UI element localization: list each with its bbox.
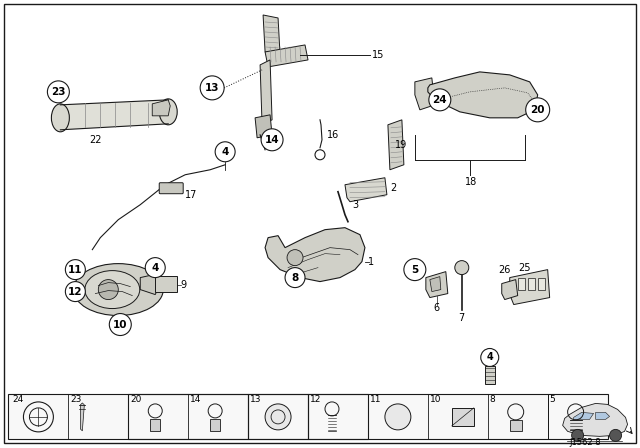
Circle shape [287, 250, 303, 266]
Circle shape [109, 314, 131, 336]
Text: 19: 19 [395, 140, 407, 150]
Polygon shape [428, 72, 538, 118]
Text: 11: 11 [68, 265, 83, 275]
Polygon shape [563, 403, 628, 436]
Bar [528, 278, 534, 289]
Circle shape [200, 76, 224, 100]
Bar [308, 394, 368, 439]
Text: 9: 9 [180, 280, 186, 289]
Bar [128, 394, 248, 439]
Bar [452, 408, 474, 426]
FancyBboxPatch shape [159, 183, 183, 194]
Text: 23: 23 [70, 395, 82, 404]
Text: 14: 14 [265, 135, 280, 145]
Text: 6: 6 [434, 302, 440, 313]
Polygon shape [152, 100, 170, 116]
Polygon shape [265, 228, 365, 282]
Text: 12: 12 [68, 287, 83, 297]
Polygon shape [509, 420, 522, 431]
Circle shape [525, 98, 550, 122]
Circle shape [99, 280, 118, 300]
Circle shape [404, 258, 426, 280]
Ellipse shape [74, 263, 163, 315]
Polygon shape [415, 78, 435, 110]
Text: 25: 25 [518, 263, 531, 273]
Circle shape [261, 129, 283, 151]
Polygon shape [388, 120, 404, 170]
Text: 11: 11 [370, 395, 381, 404]
Text: 16: 16 [327, 130, 339, 140]
Circle shape [572, 429, 584, 441]
Circle shape [285, 267, 305, 288]
Text: 7: 7 [459, 313, 465, 323]
Bar [391, 412, 405, 422]
Bar [518, 278, 525, 289]
Polygon shape [502, 280, 518, 300]
Text: 10: 10 [430, 395, 442, 404]
Text: 5: 5 [550, 395, 556, 404]
Circle shape [65, 260, 85, 280]
Text: 23: 23 [51, 87, 66, 97]
Text: 26: 26 [499, 265, 511, 275]
Circle shape [385, 404, 411, 430]
Circle shape [215, 142, 235, 162]
Polygon shape [263, 15, 280, 55]
Circle shape [315, 150, 325, 160]
Ellipse shape [85, 271, 140, 309]
Text: 24: 24 [12, 395, 24, 404]
Polygon shape [210, 419, 220, 431]
Text: 24: 24 [433, 95, 447, 105]
Ellipse shape [159, 99, 177, 125]
Polygon shape [260, 60, 272, 125]
Polygon shape [596, 413, 609, 419]
Polygon shape [345, 178, 387, 202]
Text: 18: 18 [465, 177, 477, 187]
Bar [538, 278, 545, 289]
Polygon shape [140, 274, 160, 295]
Text: 3: 3 [352, 200, 358, 210]
Circle shape [47, 81, 69, 103]
Bar [8, 394, 607, 439]
Text: 17: 17 [185, 190, 198, 200]
Bar [156, 276, 177, 292]
Text: 13: 13 [250, 395, 262, 404]
Ellipse shape [51, 104, 69, 132]
Polygon shape [509, 270, 550, 305]
Text: 15: 15 [372, 50, 384, 60]
Text: 22: 22 [89, 135, 102, 145]
Polygon shape [265, 45, 308, 67]
Circle shape [609, 429, 621, 441]
Text: 10: 10 [113, 319, 127, 330]
Circle shape [481, 349, 499, 366]
Circle shape [429, 89, 451, 111]
Text: 4: 4 [152, 263, 159, 273]
Bar [484, 366, 495, 384]
Text: 20: 20 [131, 395, 141, 404]
Circle shape [65, 282, 85, 302]
Polygon shape [430, 276, 441, 292]
Text: 8: 8 [291, 272, 299, 283]
Circle shape [265, 404, 291, 430]
Text: 20: 20 [531, 105, 545, 115]
Text: 1: 1 [368, 257, 374, 267]
Circle shape [145, 258, 165, 278]
Text: 8: 8 [490, 395, 495, 404]
Polygon shape [150, 419, 160, 431]
Polygon shape [60, 100, 168, 130]
Text: 14: 14 [190, 395, 202, 404]
Polygon shape [255, 115, 272, 138]
Text: J1562 8: J1562 8 [570, 438, 601, 447]
Polygon shape [573, 413, 594, 419]
Text: 4: 4 [221, 147, 229, 157]
Text: 13: 13 [205, 83, 220, 93]
Bar [248, 394, 308, 439]
Text: 4: 4 [486, 353, 493, 362]
Polygon shape [81, 403, 84, 431]
Text: 2: 2 [390, 183, 396, 193]
Polygon shape [426, 271, 448, 297]
Text: 12: 12 [310, 395, 321, 404]
Text: 5: 5 [412, 265, 419, 275]
Circle shape [455, 261, 468, 275]
